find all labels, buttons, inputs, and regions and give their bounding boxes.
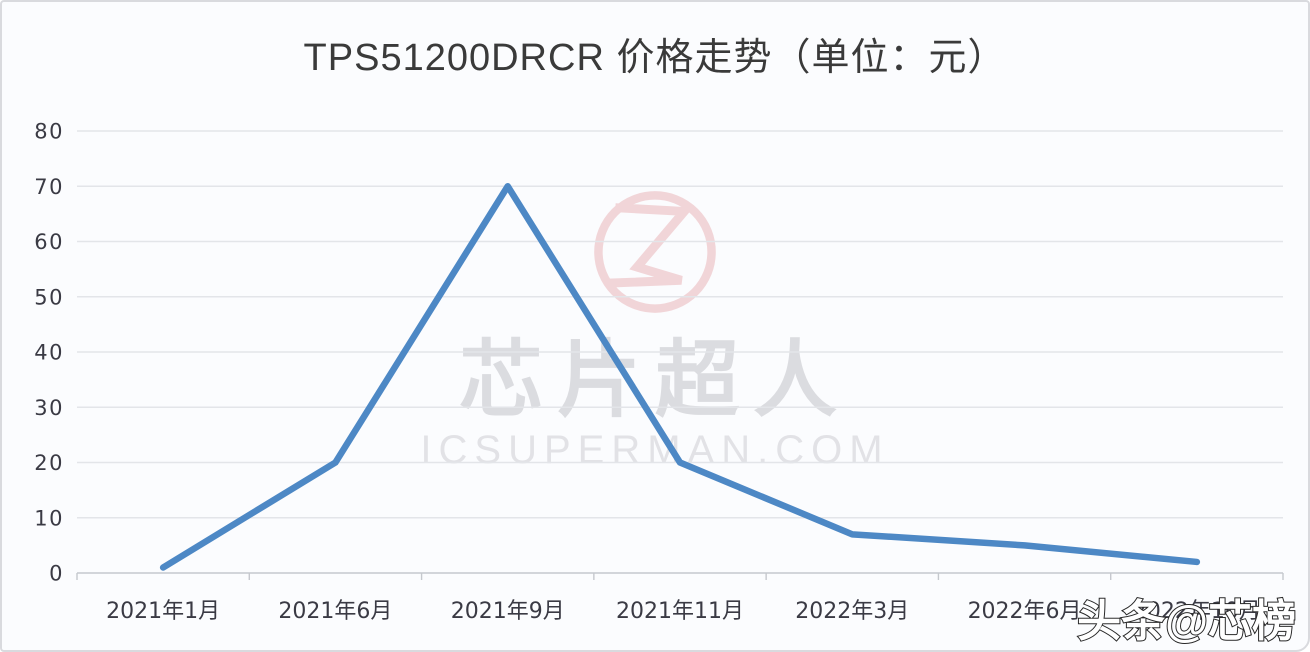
- watermark-corner-text: 头条@芯榜: [1076, 596, 1297, 647]
- x-tick-label: 2022年3月: [795, 599, 909, 624]
- y-tick-label: 60: [34, 230, 64, 254]
- y-tick-label: 50: [34, 285, 64, 309]
- x-tick-label: 2021年6月: [278, 599, 392, 624]
- chart-title: TPS51200DRCR 价格走势（单位：元）: [303, 37, 1007, 79]
- y-tick-label: 80: [34, 120, 64, 144]
- y-tick-label: 10: [34, 506, 64, 530]
- price-line: [159, 183, 1201, 571]
- x-tick-label: 2022年10月: [1133, 599, 1261, 624]
- y-tick-label: 70: [34, 175, 64, 199]
- y-tick-label: 0: [49, 562, 64, 586]
- y-tick-label: 20: [34, 451, 64, 475]
- x-tick-label: 2021年9月: [451, 599, 565, 624]
- x-tick-label: 2021年1月: [106, 599, 220, 624]
- y-tick-label: 40: [34, 341, 64, 365]
- y-tick-label: 30: [34, 396, 64, 420]
- x-tick-label: 2021年11月: [616, 599, 744, 624]
- x-tick-label: 2022年6月: [968, 599, 1082, 624]
